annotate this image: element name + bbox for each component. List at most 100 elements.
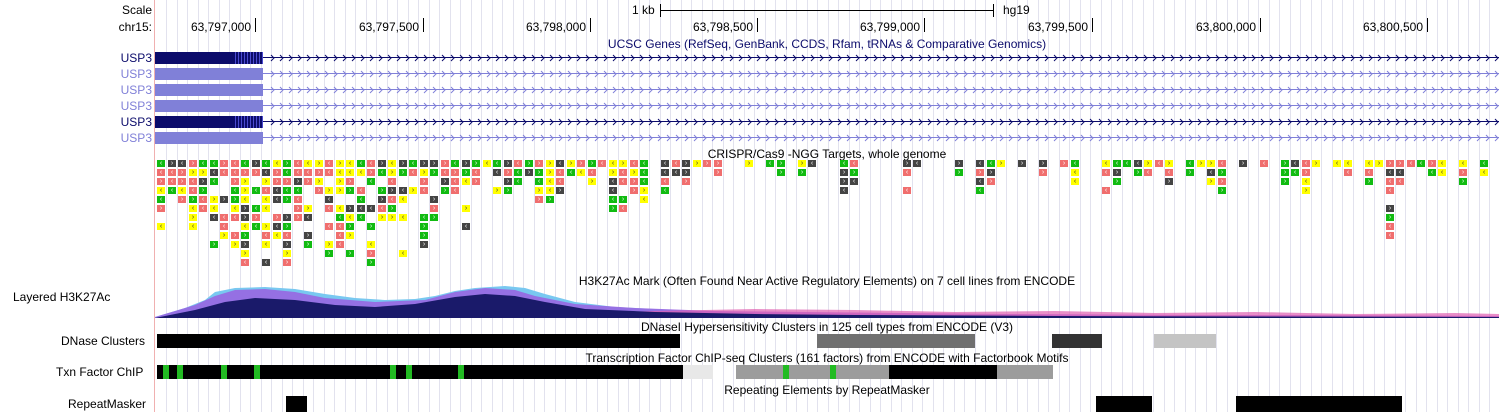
- crispr-target[interactable]: ‹: [1438, 160, 1446, 167]
- crispr-target[interactable]: ‹: [367, 241, 375, 248]
- crispr-target[interactable]: ‹: [766, 160, 774, 167]
- crispr-target[interactable]: ‹: [273, 187, 281, 194]
- crispr-target[interactable]: ›: [1396, 160, 1404, 167]
- crispr-target[interactable]: ‹: [294, 160, 302, 167]
- crispr-target[interactable]: ›: [609, 205, 617, 212]
- crispr-target[interactable]: ‹: [231, 205, 239, 212]
- crispr-target[interactable]: ›: [1386, 214, 1394, 221]
- crispr-target[interactable]: ›: [189, 196, 197, 203]
- crispr-target[interactable]: ‹: [462, 178, 470, 185]
- gene-utr-exon[interactable]: [233, 116, 263, 128]
- crispr-target[interactable]: ‹: [409, 160, 417, 167]
- crispr-target[interactable]: ›: [367, 169, 375, 176]
- crispr-target[interactable]: ‹: [1417, 160, 1425, 167]
- crispr-target[interactable]: ‹: [388, 196, 396, 203]
- crispr-target[interactable]: ‹: [199, 205, 207, 212]
- crispr-target[interactable]: ‹: [1302, 178, 1310, 185]
- crispr-target[interactable]: ‹: [262, 232, 270, 239]
- crispr-target[interactable]: ›: [504, 169, 512, 176]
- crispr-target[interactable]: ›: [420, 232, 428, 239]
- crispr-target[interactable]: ‹: [367, 205, 375, 212]
- crispr-target[interactable]: ›: [556, 187, 564, 194]
- crispr-target[interactable]: ‹: [262, 259, 270, 266]
- crispr-target[interactable]: ›: [546, 169, 554, 176]
- crispr-target[interactable]: ‹: [1333, 160, 1341, 167]
- crispr-target[interactable]: ‹: [619, 169, 627, 176]
- crispr-target[interactable]: ›: [283, 223, 291, 230]
- crispr-target[interactable]: ‹: [273, 232, 281, 239]
- crispr-target[interactable]: ‹: [976, 160, 984, 167]
- crispr-target[interactable]: ‹: [640, 169, 648, 176]
- crispr-target[interactable]: ›: [420, 178, 428, 185]
- crispr-target[interactable]: ‹: [399, 187, 407, 194]
- crispr-target[interactable]: ›: [535, 169, 543, 176]
- crispr-target[interactable]: ›: [409, 187, 417, 194]
- crispr-target[interactable]: ›: [997, 160, 1005, 167]
- crispr-target[interactable]: ›: [1134, 169, 1142, 176]
- crispr-target[interactable]: ›: [504, 178, 512, 185]
- crispr-target[interactable]: ›: [241, 187, 249, 194]
- crispr-target[interactable]: ›: [283, 250, 291, 257]
- crispr-target[interactable]: ‹: [850, 178, 858, 185]
- crispr-target[interactable]: ‹: [1260, 160, 1268, 167]
- repeat-element[interactable]: [1236, 396, 1402, 412]
- crispr-target[interactable]: ‹: [210, 205, 218, 212]
- crispr-target[interactable]: ‹: [283, 187, 291, 194]
- crispr-target[interactable]: ‹: [903, 187, 911, 194]
- crispr-target[interactable]: ›: [273, 169, 281, 176]
- crispr-target[interactable]: ›: [231, 241, 239, 248]
- crispr-target[interactable]: ›: [346, 250, 354, 257]
- crispr-target[interactable]: ‹: [346, 169, 354, 176]
- crispr-target[interactable]: ‹: [273, 196, 281, 203]
- crispr-target[interactable]: ›: [378, 187, 386, 194]
- crispr-target[interactable]: ›: [546, 196, 554, 203]
- crispr-target[interactable]: ›: [346, 223, 354, 230]
- gene-name[interactable]: USP3: [120, 51, 152, 65]
- crispr-target[interactable]: ›: [378, 160, 386, 167]
- crispr-target[interactable]: ‹: [661, 160, 669, 167]
- crispr-target[interactable]: ‹: [189, 187, 197, 194]
- crispr-target[interactable]: ‹: [661, 187, 669, 194]
- gene-name[interactable]: USP3: [120, 131, 152, 145]
- crispr-target[interactable]: ›: [588, 160, 596, 167]
- crispr-target[interactable]: ‹: [472, 169, 480, 176]
- crispr-target[interactable]: ‹: [336, 205, 344, 212]
- crispr-target[interactable]: ‹: [241, 160, 249, 167]
- crispr-target[interactable]: ›: [241, 250, 249, 257]
- crispr-target[interactable]: ‹: [1480, 160, 1488, 167]
- rmsk-label[interactable]: RepeatMasker: [68, 397, 147, 411]
- gene-row[interactable]: [155, 132, 1499, 144]
- crispr-target[interactable]: ‹: [189, 223, 197, 230]
- crispr-target[interactable]: ›: [682, 160, 690, 167]
- crispr-target[interactable]: ›: [493, 187, 501, 194]
- repeat-element[interactable]: [1096, 396, 1152, 412]
- crispr-target[interactable]: ‹: [1396, 169, 1404, 176]
- crispr-target[interactable]: ›: [577, 160, 585, 167]
- crispr-target[interactable]: ‹: [1102, 169, 1110, 176]
- crispr-target[interactable]: ›: [441, 160, 449, 167]
- dnase-cluster[interactable]: [1154, 334, 1216, 348]
- crispr-target[interactable]: ‹: [630, 160, 638, 167]
- crispr-target[interactable]: ‹: [1165, 169, 1173, 176]
- crispr-target[interactable]: ›: [441, 178, 449, 185]
- crispr-target[interactable]: ‹: [210, 169, 218, 176]
- crispr-target[interactable]: ›: [199, 187, 207, 194]
- crispr-target[interactable]: ›: [283, 178, 291, 185]
- crispr-target[interactable]: ›: [367, 250, 375, 257]
- crispr-target[interactable]: ‹: [262, 205, 270, 212]
- crispr-target[interactable]: ›: [1302, 187, 1310, 194]
- crispr-target[interactable]: ›: [714, 169, 722, 176]
- crispr-target[interactable]: ›: [241, 241, 249, 248]
- crispr-target[interactable]: ‹: [231, 214, 239, 221]
- crispr-target[interactable]: ‹: [231, 169, 239, 176]
- crispr-target[interactable]: ‹: [1365, 160, 1373, 167]
- crispr-target[interactable]: ‹: [609, 187, 617, 194]
- crispr-target[interactable]: ‹: [1344, 160, 1352, 167]
- crispr-target[interactable]: ‹: [1396, 178, 1404, 185]
- crispr-target[interactable]: ‹: [399, 250, 407, 257]
- crispr-target[interactable]: ‹: [535, 178, 543, 185]
- txn-cluster[interactable]: [997, 365, 1053, 379]
- crispr-target[interactable]: ‹: [189, 205, 197, 212]
- crispr-target[interactable]: ›: [367, 259, 375, 266]
- crispr-target[interactable]: ›: [1144, 160, 1152, 167]
